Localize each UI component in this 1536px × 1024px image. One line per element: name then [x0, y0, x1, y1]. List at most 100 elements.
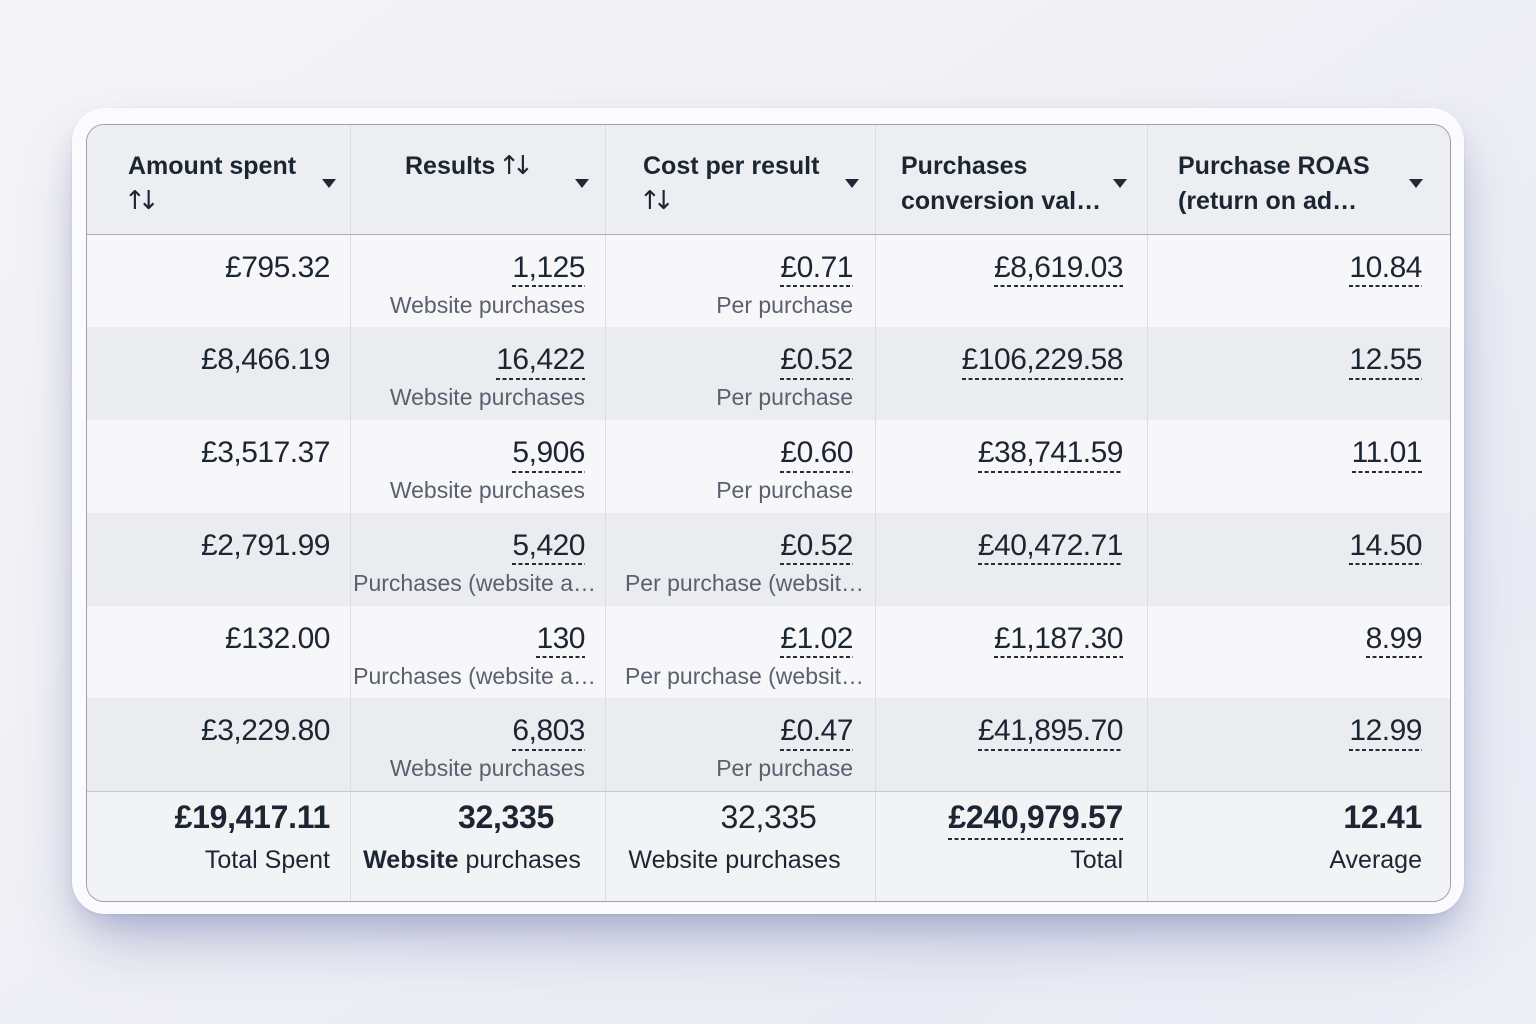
table-row: £3,517.37 5,906 Website purchases £0.60 …	[87, 420, 1450, 513]
totals-roas-value: 12.41	[1343, 799, 1422, 836]
roas-cell: 12.99	[1148, 698, 1450, 791]
cost-per-result-value[interactable]: £0.60	[780, 436, 853, 473]
table-row: £2,791.99 5,420 Purchases (website a… £0…	[87, 512, 1450, 606]
results-value[interactable]: 130	[536, 621, 585, 659]
table-row: £795.32 1,125 Website purchases £0.71 Pe…	[87, 234, 1450, 328]
totals-roas-cell: 12.41 Average	[1148, 792, 1450, 901]
cost-per-result-subtitle: Per purchase	[716, 477, 853, 504]
column-header-purchases-conversion-value[interactable]: Purchases conversion val…	[876, 125, 1148, 234]
amount-spent-value: £3,517.37	[201, 436, 330, 470]
cost-per-result-subtitle: Per purchase	[716, 291, 853, 318]
results-cell: 5,420 Purchases (website a…	[351, 512, 606, 606]
cost-per-result-cell: £0.60 Per purchase	[606, 420, 876, 513]
conversion-value[interactable]: £40,472.71	[977, 528, 1124, 566]
column-header-results[interactable]: Results ↑↓	[351, 125, 606, 234]
totals-roas-label: Average	[1329, 846, 1422, 875]
totals-results-value: 32,335	[457, 799, 555, 836]
amount-spent-value: £795.32	[225, 250, 330, 284]
totals-cost-per-result-value: 32,335	[720, 799, 817, 836]
cost-per-result-cell: £0.52 Per purchase (websit…	[606, 512, 876, 606]
cost-per-result-value[interactable]: £0.47	[780, 714, 853, 751]
column-header-cost-per-result[interactable]: Cost per result ↑↓	[606, 125, 876, 234]
results-subtitle: Purchases (website a…	[353, 662, 596, 689]
chevron-down-icon[interactable]	[845, 179, 859, 188]
chevron-down-icon[interactable]	[1409, 179, 1423, 188]
column-header-label: Results ↑↓	[405, 151, 534, 181]
roas-cell: 12.55	[1148, 327, 1450, 420]
conversion-value[interactable]: £1,187.30	[994, 621, 1123, 659]
totals-conversion-value[interactable]: £240,979.57	[948, 799, 1123, 840]
cost-per-result-cell: £0.47 Per purchase	[606, 698, 876, 792]
cost-per-result-subtitle: Per purchase	[716, 384, 853, 411]
conversion-value-cell: £8,619.03	[876, 234, 1148, 328]
totals-amount-spent-value: £19,417.11	[174, 799, 331, 836]
results-value[interactable]: 16,422	[496, 343, 585, 380]
totals-amount-spent-label: Total Spent	[204, 846, 330, 875]
conversion-value[interactable]: £8,619.03	[994, 250, 1123, 287]
conversion-value[interactable]: £41,895.70	[977, 714, 1124, 751]
totals-amount-spent-cell: £19,417.11 Total Spent	[87, 792, 351, 901]
chevron-down-icon[interactable]	[1113, 179, 1127, 188]
totals-row: £19,417.11 Total Spent 32,335 Website pu…	[87, 791, 1450, 901]
cost-per-result-value[interactable]: £0.52	[780, 343, 853, 380]
results-cell: 1,125 Website purchases	[351, 234, 606, 328]
cost-per-result-value[interactable]: £0.71	[780, 250, 853, 287]
column-header-label: Amount spent ↑↓	[124, 152, 297, 216]
totals-conversion-value-label: Total	[1070, 846, 1123, 875]
amount-spent-cell: £795.32	[87, 234, 351, 328]
table-row: £8,466.19 16,422 Website purchases £0.52…	[87, 327, 1450, 421]
column-header-label: Purchases conversion val…	[901, 152, 1102, 215]
roas-value[interactable]: 8.99	[1365, 621, 1423, 659]
cost-per-result-value[interactable]: £0.52	[780, 528, 853, 566]
results-value[interactable]: 5,420	[512, 528, 585, 566]
results-cell: 130 Purchases (website a…	[351, 605, 606, 699]
results-value[interactable]: 1,125	[512, 250, 585, 287]
results-cell: 16,422 Website purchases	[351, 327, 606, 421]
roas-value[interactable]: 12.55	[1349, 343, 1422, 380]
results-cell: 6,803 Website purchases	[351, 698, 606, 792]
table-row: £132.00 130 Purchases (website a… £1.02 …	[87, 605, 1450, 699]
conversion-value-cell: £41,895.70	[876, 698, 1148, 792]
column-header-amount-spent[interactable]: Amount spent ↑↓	[87, 125, 351, 234]
roas-cell: 14.50	[1148, 513, 1450, 606]
cost-per-result-subtitle: Per purchase (websit…	[624, 569, 864, 596]
cost-per-result-value[interactable]: £1.02	[780, 621, 853, 659]
table-header-row: Amount spent ↑↓ Results ↑↓ Cost per resul…	[87, 125, 1450, 235]
table-body: £795.32 1,125 Website purchases £0.71 Pe…	[87, 234, 1450, 792]
amount-spent-value: £3,229.80	[201, 714, 330, 748]
totals-cost-per-result-label: Website purchases	[628, 846, 841, 875]
conversion-value[interactable]: £106,229.58	[961, 343, 1124, 380]
roas-value[interactable]: 11.01	[1351, 436, 1423, 473]
amount-spent-cell: £3,517.37	[87, 420, 351, 513]
results-subtitle: Website purchases	[389, 477, 585, 504]
conversion-value[interactable]: £38,741.59	[977, 436, 1124, 473]
conversion-value-cell: £38,741.59	[876, 420, 1148, 513]
roas-cell: 11.01	[1148, 420, 1450, 513]
results-subtitle: Website purchases	[389, 384, 585, 411]
roas-cell: 10.84	[1148, 235, 1450, 328]
roas-cell: 8.99	[1148, 606, 1450, 699]
metrics-table: Amount spent ↑↓ Results ↑↓ Cost per resul…	[86, 124, 1451, 902]
roas-value[interactable]: 12.99	[1349, 714, 1422, 751]
column-header-label: Cost per result ↑↓	[639, 152, 820, 216]
results-cell: 5,906 Website purchases	[351, 420, 606, 513]
amount-spent-cell: £132.00	[87, 605, 351, 699]
conversion-value-cell: £106,229.58	[876, 327, 1148, 421]
chevron-down-icon[interactable]	[322, 179, 336, 188]
roas-value[interactable]: 14.50	[1349, 528, 1422, 566]
column-header-purchase-roas[interactable]: Purchase ROAS (return on ad…	[1148, 125, 1450, 234]
report-card: Amount spent ↑↓ Results ↑↓ Cost per resul…	[72, 108, 1464, 914]
table-row: £3,229.80 6,803 Website purchases £0.47 …	[87, 698, 1450, 792]
cost-per-result-cell: £0.52 Per purchase	[606, 327, 876, 421]
totals-conversion-value-cell: £240,979.57 Total	[876, 792, 1148, 901]
results-value[interactable]: 6,803	[512, 714, 585, 751]
results-value[interactable]: 5,906	[512, 436, 585, 473]
column-header-label: Purchase ROAS (return on ad…	[1178, 152, 1370, 215]
conversion-value-cell: £40,472.71	[876, 512, 1148, 606]
totals-results-label: Website purchases	[363, 846, 581, 875]
amount-spent-value: £8,466.19	[201, 343, 330, 377]
chevron-down-icon[interactable]	[575, 179, 589, 188]
roas-value[interactable]: 10.84	[1349, 250, 1422, 287]
results-subtitle: Website purchases	[389, 291, 585, 318]
